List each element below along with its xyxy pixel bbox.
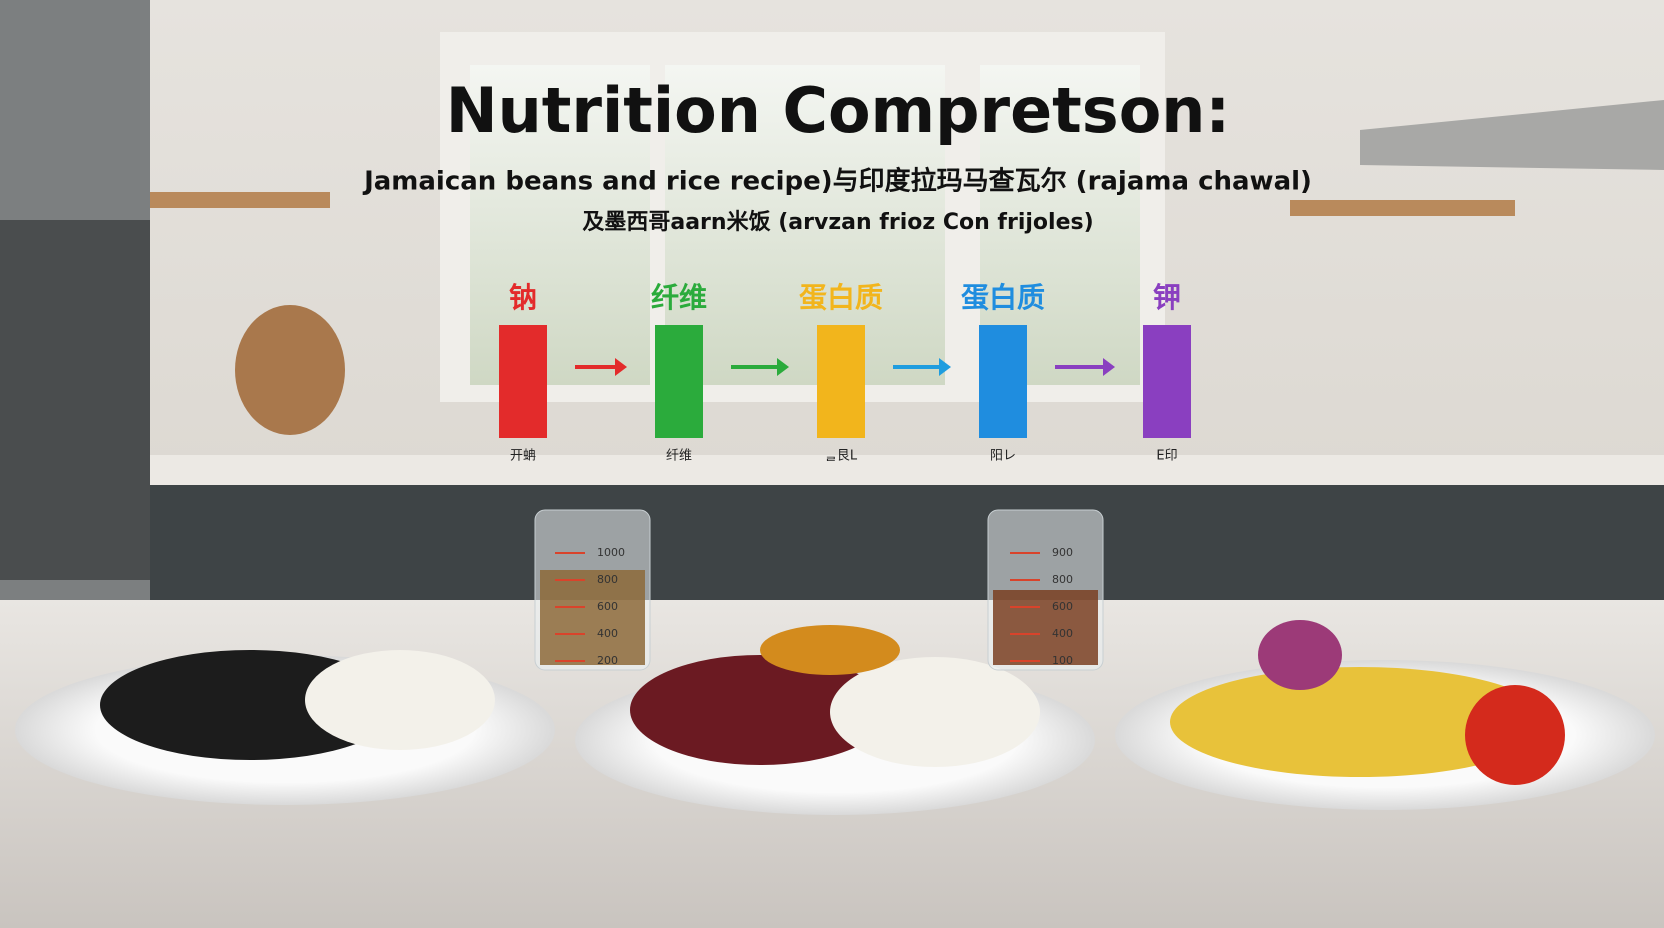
cup-mark-label: 100 [1052,654,1073,667]
window-pane [665,65,945,385]
spice [760,625,900,675]
subtitle: Jamaican beans and rice recipe)与印度拉玛马查瓦尔… [362,166,1312,197]
arrow-head [777,358,789,376]
nutrient-bar [817,325,865,438]
nutrient-label: 纤维 [651,281,707,314]
cup-mark-label: 1000 [597,546,625,559]
nutrient-bar [499,325,547,438]
nutrient-caption: ᆯ艮L [825,449,858,464]
nutrient-bar [655,325,703,438]
cup-mark-label: 900 [1052,546,1073,559]
nutrient-caption: 开蚺 [510,449,536,464]
cup-mark-label: 800 [1052,573,1073,586]
range-hood [1360,100,1664,170]
nutrient-label: 钠 [509,281,537,314]
nutrient-bar [979,325,1027,438]
nutrient-bar [1143,325,1191,438]
cup-mark-label: 400 [1052,627,1073,640]
rice [305,650,495,750]
nutrient-caption: 纤维 [666,449,692,464]
cup-mark-label: 600 [597,600,618,613]
shelf [150,192,330,208]
cup-content [993,590,1098,665]
cabinets [150,485,1664,605]
onion [1258,620,1342,690]
cutting-board [235,305,345,435]
kidney-beans [630,655,890,765]
back-counter [150,455,1664,485]
cup-mark-label: 600 [1052,600,1073,613]
nutrient-label: 蛋白质 [961,281,1045,314]
nutrient-caption: E印 [1156,449,1177,464]
shelf [1290,200,1515,216]
arrow-head [939,358,951,376]
tomato [1465,685,1565,785]
yellow-rice [1170,667,1550,777]
arrow-head [615,358,627,376]
cup-content [540,570,645,665]
title: Nutrition Compretson: [446,74,1230,147]
nutrient-caption: 阳レ [990,449,1016,464]
subtitle: 及墨西哥aarn米饭 (arvzan frioz Con frijoles) [582,209,1093,235]
rice [830,657,1040,767]
cup-mark-label: 800 [597,573,618,586]
nutrient-label: 钾 [1153,281,1181,314]
cup-mark-label: 200 [597,654,618,667]
arrow-head [1103,358,1115,376]
cup-mark-label: 400 [597,627,618,640]
oven [0,220,150,580]
nutrient-label: 蛋白质 [799,281,883,314]
